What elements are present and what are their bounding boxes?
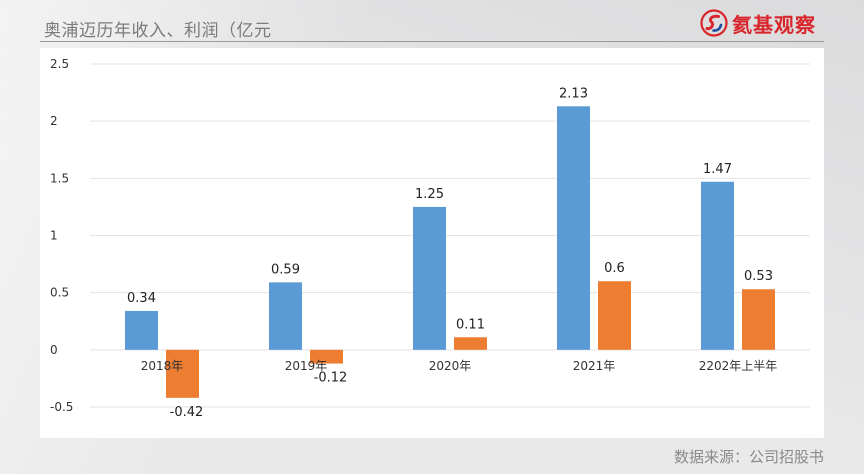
bar-series2-3 — [598, 281, 631, 350]
y-tick-label: 1.5 — [50, 171, 69, 185]
x-category-label: 2021年 — [573, 359, 616, 373]
data-label: 0.34 — [127, 291, 156, 306]
data-source-note: 数据来源：公司招股书 — [673, 448, 824, 466]
data-label: 0.11 — [456, 317, 485, 332]
bar-series2-2 — [454, 337, 487, 350]
bar-series2-4 — [742, 289, 775, 350]
title-divider — [40, 41, 824, 42]
y-tick-label: 1 — [50, 229, 58, 243]
data-label: 0.53 — [744, 269, 773, 284]
data-label: -0.12 — [314, 371, 348, 386]
page-title: 奥浦迈历年收入、利润（亿元 — [44, 21, 272, 41]
data-label: 1.47 — [703, 162, 732, 177]
bar-series1-4 — [701, 181, 734, 350]
data-label: 0.6 — [604, 261, 625, 276]
brand-logo: 氦基观察 — [700, 8, 816, 38]
brand-logo-text: 氦基观察 — [732, 12, 816, 37]
y-tick-label: -0.5 — [50, 400, 73, 414]
data-label: -0.42 — [170, 405, 204, 420]
x-category-label: 2020年 — [429, 359, 472, 373]
brand-logo-icon — [700, 9, 728, 37]
bar-series1-0 — [125, 310, 158, 350]
chart-bars: 0.34 -0.42 0.59 -0.12 1.25 0.11 2.13 0.6 1.47 0.5… — [125, 86, 775, 420]
y-tick-label: 0 — [50, 343, 58, 357]
bar-series2-1 — [310, 349, 343, 364]
bar-chart: 2.521.510.50-0.5 0.34-0.420.59-0.121.250… — [50, 57, 810, 420]
data-label: 2.13 — [559, 86, 588, 101]
chart-gridlines — [90, 63, 810, 408]
bar-series1-2 — [413, 206, 446, 350]
bar-series1-3 — [557, 106, 590, 350]
data-label: 1.25 — [415, 187, 444, 202]
chart-panel: 2.5 2 1.5 1 0.5 0 -0.5 0.34 -0.42 0.59 -0.12 1.25 0… — [40, 48, 824, 438]
y-tick-label: 0.5 — [50, 286, 69, 300]
x-category-label: 2018年 — [141, 359, 184, 373]
data-label: 0.59 — [271, 262, 300, 277]
y-tick-label: 2 — [50, 114, 58, 128]
chart-y-axis: 2.5 2 1.5 1 0.5 0 -0.5 — [50, 57, 73, 414]
bar-series1-1 — [269, 282, 302, 350]
y-tick-label: 2.5 — [50, 57, 69, 71]
bar-series2-0 — [166, 349, 199, 398]
x-category-label: 2019年 — [285, 359, 328, 373]
x-category-label: 2202年上半年 — [699, 359, 778, 373]
chart-x-axis: 2018年 2019年 2020年 2021年 2202年上半年 — [141, 359, 778, 373]
